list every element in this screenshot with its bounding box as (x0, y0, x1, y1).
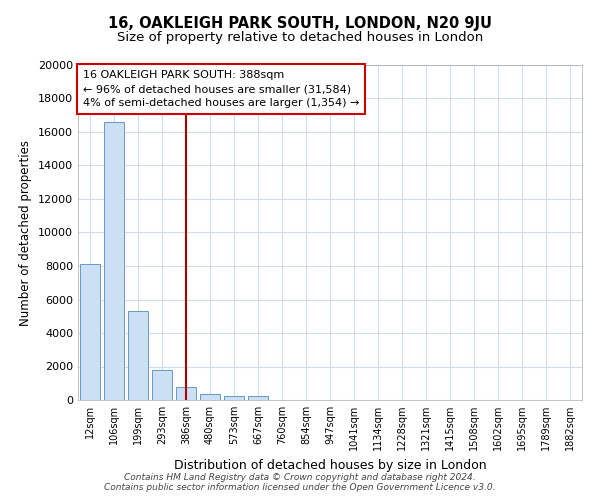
Bar (224, 396, 244, 400)
Bar (248, 396, 268, 400)
Bar (80, 264, 100, 400)
Bar (152, 370, 172, 400)
Text: 16, OAKLEIGH PARK SOUTH, LONDON, N20 9JU: 16, OAKLEIGH PARK SOUTH, LONDON, N20 9JU (108, 16, 492, 31)
Y-axis label: Number of detached properties: Number of detached properties (19, 140, 32, 326)
Bar (128, 311, 148, 400)
Text: 16 OAKLEIGH PARK SOUTH: 388sqm
← 96% of detached houses are smaller (31,584)
4% : 16 OAKLEIGH PARK SOUTH: 388sqm ← 96% of … (83, 70, 359, 108)
Bar (176, 386, 196, 400)
Text: Size of property relative to detached houses in London: Size of property relative to detached ho… (117, 31, 483, 44)
Bar (104, 122, 124, 400)
X-axis label: Distribution of detached houses by size in London: Distribution of detached houses by size … (173, 458, 487, 471)
Text: Contains HM Land Registry data © Crown copyright and database right 2024.
Contai: Contains HM Land Registry data © Crown c… (104, 473, 496, 492)
Bar (200, 394, 220, 400)
